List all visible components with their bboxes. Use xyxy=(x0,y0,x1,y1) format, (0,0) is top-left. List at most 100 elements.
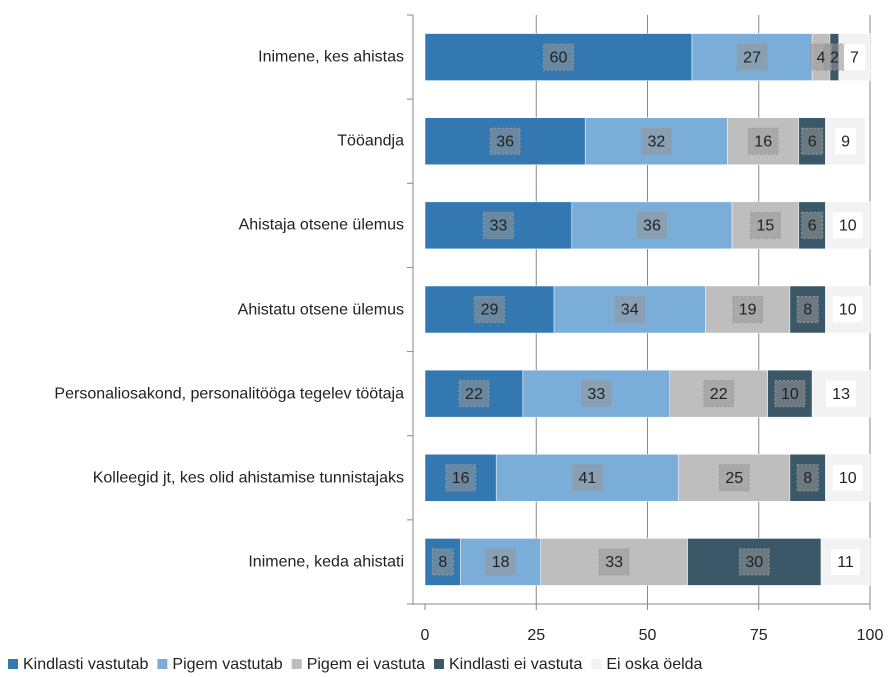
data-label: 16 xyxy=(747,127,779,155)
legend-swatch xyxy=(291,659,302,669)
data-label-box xyxy=(458,380,490,408)
category-label: Kolleegid jt, kes olid ahistamise tunnis… xyxy=(92,469,404,487)
data-label-box xyxy=(801,127,824,155)
data-label-text: 36 xyxy=(643,218,661,235)
data-label-text: 30 xyxy=(745,554,763,571)
data-label: 29 xyxy=(474,296,505,323)
data-label-text: 33 xyxy=(490,218,508,235)
category-label: Inimene, keda ahistati xyxy=(248,553,404,571)
data-label-text: 6 xyxy=(808,218,817,235)
data-label: 36 xyxy=(636,211,668,239)
category-label: Inimene, kes ahistas xyxy=(258,48,404,66)
data-label-box xyxy=(431,548,454,576)
data-label-box xyxy=(543,43,574,71)
data-label: 7 xyxy=(843,44,865,71)
data-label: 33 xyxy=(483,211,514,239)
data-label: 34 xyxy=(614,296,646,323)
data-label-text: 8 xyxy=(803,302,812,319)
data-label-text: 16 xyxy=(452,470,470,487)
data-label-text: 10 xyxy=(839,302,857,319)
data-label: 13 xyxy=(826,380,856,407)
x-tick-label: 50 xyxy=(639,627,657,644)
data-label-text: 34 xyxy=(621,302,639,319)
data-label-box xyxy=(580,380,612,408)
data-label: 11 xyxy=(831,548,860,575)
legend-label: Kindlasti vastutab xyxy=(23,656,149,673)
data-label-text: 9 xyxy=(841,133,850,150)
data-label-box xyxy=(738,548,770,576)
data-label-box xyxy=(485,548,517,576)
data-label-text: 22 xyxy=(710,386,728,403)
data-label-box xyxy=(796,464,819,492)
legend-label: Kindlasti ei vastuta xyxy=(449,656,583,673)
data-label-box xyxy=(445,464,476,492)
data-label-box xyxy=(636,211,668,239)
data-label-box xyxy=(736,43,768,71)
x-tick-label: 0 xyxy=(421,627,430,644)
data-label: 33 xyxy=(598,548,630,576)
data-label-text: 32 xyxy=(648,133,666,150)
data-label-box xyxy=(483,211,514,239)
data-label-box xyxy=(614,296,646,323)
data-label-text: 25 xyxy=(725,470,743,487)
data-label-text: 16 xyxy=(754,133,772,150)
data-label: 27 xyxy=(736,43,768,71)
data-label-text: 11 xyxy=(837,554,854,571)
data-label: 16 xyxy=(445,464,476,492)
data-label: 10 xyxy=(774,380,806,408)
legend-swatch xyxy=(433,659,444,669)
data-label-box xyxy=(718,464,750,492)
data-label-box xyxy=(774,380,806,408)
legend-label: Pigem vastutab xyxy=(172,656,282,673)
data-label-box xyxy=(796,296,819,323)
data-label-box xyxy=(732,296,764,323)
data-label: 19 xyxy=(732,296,764,323)
data-label-box xyxy=(747,127,779,155)
data-label-text: 10 xyxy=(839,470,857,487)
x-tick-label: 25 xyxy=(527,627,545,644)
data-label-box xyxy=(843,44,865,71)
data-label: 8 xyxy=(796,296,819,323)
data-label-text: 29 xyxy=(481,302,499,319)
data-label-text: 8 xyxy=(438,554,447,571)
data-label: 10 xyxy=(832,212,863,239)
data-label-box xyxy=(835,128,856,155)
data-label-text: 33 xyxy=(605,554,623,571)
data-label: 8 xyxy=(431,548,454,576)
data-label-box xyxy=(832,296,863,323)
data-label: 22 xyxy=(458,380,490,408)
data-label: 25 xyxy=(718,464,750,492)
data-label-text: 4 xyxy=(817,49,826,66)
data-label: 8 xyxy=(796,464,819,492)
data-label-box xyxy=(832,212,863,239)
data-label-box xyxy=(750,211,781,239)
data-label: 18 xyxy=(485,548,517,576)
data-label-box xyxy=(474,296,505,323)
data-label-box xyxy=(703,380,735,408)
data-label: 36 xyxy=(489,127,521,155)
data-label-box xyxy=(801,211,824,239)
data-label-text: 18 xyxy=(492,554,510,571)
data-label: 10 xyxy=(832,296,863,323)
x-tick-label: 100 xyxy=(857,627,884,644)
data-label-text: 7 xyxy=(850,49,859,66)
data-label-box xyxy=(572,464,603,492)
data-label-text: 36 xyxy=(496,133,514,150)
category-label: Ahistatu otsene ülemus xyxy=(237,301,404,318)
data-label: 15 xyxy=(750,211,781,239)
data-label: 30 xyxy=(738,548,770,576)
data-label-text: 27 xyxy=(743,49,761,66)
data-label-text: 8 xyxy=(803,470,812,487)
data-label: 6 xyxy=(801,127,824,155)
data-label: 10 xyxy=(832,464,863,491)
category-label: Personaliosakond, personalitööga tegelev… xyxy=(54,385,404,403)
data-label: 60 xyxy=(543,43,574,71)
data-label: 6 xyxy=(801,211,824,239)
data-label-text: 6 xyxy=(808,133,817,150)
legend-label: Ei oska öelda xyxy=(606,656,702,673)
data-label-text: 15 xyxy=(757,218,775,235)
category-label: Tööandja xyxy=(337,132,404,150)
data-label-box xyxy=(826,380,856,407)
